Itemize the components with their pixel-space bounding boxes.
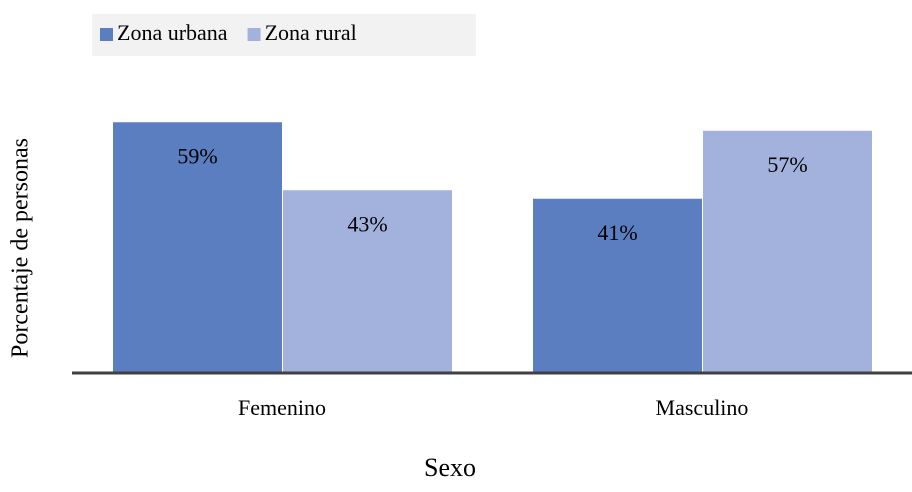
data-label: 59%	[177, 143, 217, 168]
legend-label: Zona rural	[265, 20, 357, 45]
legend-swatch	[100, 28, 113, 41]
bar	[113, 122, 282, 373]
bar	[533, 198, 702, 373]
data-label: 41%	[597, 220, 637, 245]
legend-swatch	[247, 28, 261, 41]
data-label: 57%	[767, 152, 807, 177]
x-tick-label: Masculino	[656, 395, 749, 420]
legend-label: Zona urbana	[117, 20, 228, 45]
legend-box	[92, 14, 476, 56]
x-tick-label: Femenino	[238, 395, 326, 420]
bar	[283, 190, 452, 373]
y-axis-title: Porcentaje de personas	[8, 138, 34, 358]
x-axis-title: Sexo	[424, 453, 476, 482]
data-label: 43%	[347, 211, 387, 236]
bar	[703, 130, 872, 373]
